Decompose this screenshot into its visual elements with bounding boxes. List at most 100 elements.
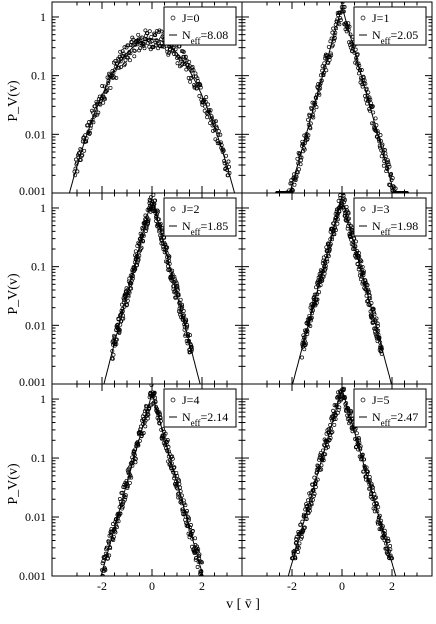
data-point (181, 49, 186, 54)
data-point (370, 104, 375, 109)
data-point (96, 110, 101, 115)
data-point (292, 182, 297, 187)
data-point (100, 84, 105, 88)
data-point (135, 38, 140, 43)
legend-marker (360, 397, 366, 403)
data-point (369, 315, 374, 320)
data-point (342, 200, 347, 205)
data-point (103, 96, 108, 101)
data-point (121, 51, 126, 56)
data-point (336, 390, 341, 395)
data-point (290, 188, 295, 193)
data-point (120, 49, 125, 54)
data-point (328, 436, 333, 440)
data-point (111, 522, 115, 526)
data-point (322, 271, 327, 276)
data-point (198, 85, 203, 90)
data-point (296, 550, 300, 554)
data-point (100, 561, 105, 566)
data-point (333, 228, 338, 233)
y-tick-label: 0.01 (25, 510, 46, 524)
data-point (122, 497, 127, 502)
data-point (354, 431, 359, 436)
data-point (121, 300, 126, 305)
data-point (380, 144, 385, 149)
data-point (365, 283, 370, 287)
data-point (298, 162, 303, 167)
data-point (191, 68, 196, 73)
data-point (292, 548, 297, 553)
data-point (119, 64, 124, 69)
data-point (142, 46, 147, 51)
data-point (358, 444, 363, 449)
legend-box (353, 388, 427, 428)
data-point (144, 226, 149, 231)
data-point (121, 316, 126, 321)
data-point (189, 523, 193, 527)
data-point (181, 309, 186, 313)
data-point (103, 568, 108, 572)
data-point (204, 95, 209, 100)
data-point (295, 170, 300, 175)
data-point (387, 182, 392, 187)
data-point (187, 59, 192, 64)
data-point (375, 521, 380, 526)
data-point (307, 508, 312, 513)
y-tick-label: 0.01 (25, 318, 46, 332)
data-point (195, 76, 200, 81)
data-point (136, 257, 141, 262)
x-axis-title: v [ v̄ ] (226, 597, 260, 612)
data-point (379, 518, 383, 523)
data-point (318, 452, 323, 457)
data-point (376, 323, 380, 328)
data-point (302, 147, 307, 152)
data-point (146, 412, 151, 417)
data-point (165, 245, 170, 250)
data-point (337, 22, 342, 27)
data-point (185, 509, 189, 513)
data-point (330, 429, 335, 434)
data-point (213, 119, 218, 124)
data-point (388, 547, 393, 552)
y-tick-label: 0.1 (31, 260, 46, 274)
data-point (381, 163, 386, 168)
data-point (386, 162, 391, 167)
data-point (153, 198, 158, 203)
data-point (321, 458, 326, 463)
data-point (88, 130, 92, 135)
data-point (317, 290, 322, 295)
data-point (325, 259, 330, 264)
legend-marker (170, 397, 176, 403)
data-point (176, 287, 180, 292)
data-point (141, 431, 146, 435)
data-point (166, 51, 171, 55)
data-point (378, 133, 383, 138)
x-tick-label: 0 (149, 579, 155, 593)
data-point (95, 112, 100, 117)
data-point (369, 481, 374, 486)
data-point (116, 519, 121, 524)
data-point (340, 0, 343, 1)
data-point (340, 193, 345, 195)
data-point (146, 218, 151, 223)
data-point (132, 48, 137, 53)
data-point (105, 88, 110, 93)
data-point (183, 503, 188, 508)
legend-marker (360, 15, 366, 21)
data-point (305, 136, 310, 141)
y-tick-label: 0.1 (31, 69, 46, 83)
data-point (218, 132, 223, 137)
data-point (390, 176, 395, 181)
data-point (368, 97, 373, 102)
data-point (360, 264, 365, 269)
legend-box (353, 197, 427, 237)
data-point (159, 29, 164, 34)
data-point (139, 245, 144, 250)
x-tick-label: -2 (97, 579, 107, 593)
data-point (179, 501, 184, 506)
data-point (105, 75, 110, 80)
data-point (193, 557, 198, 562)
